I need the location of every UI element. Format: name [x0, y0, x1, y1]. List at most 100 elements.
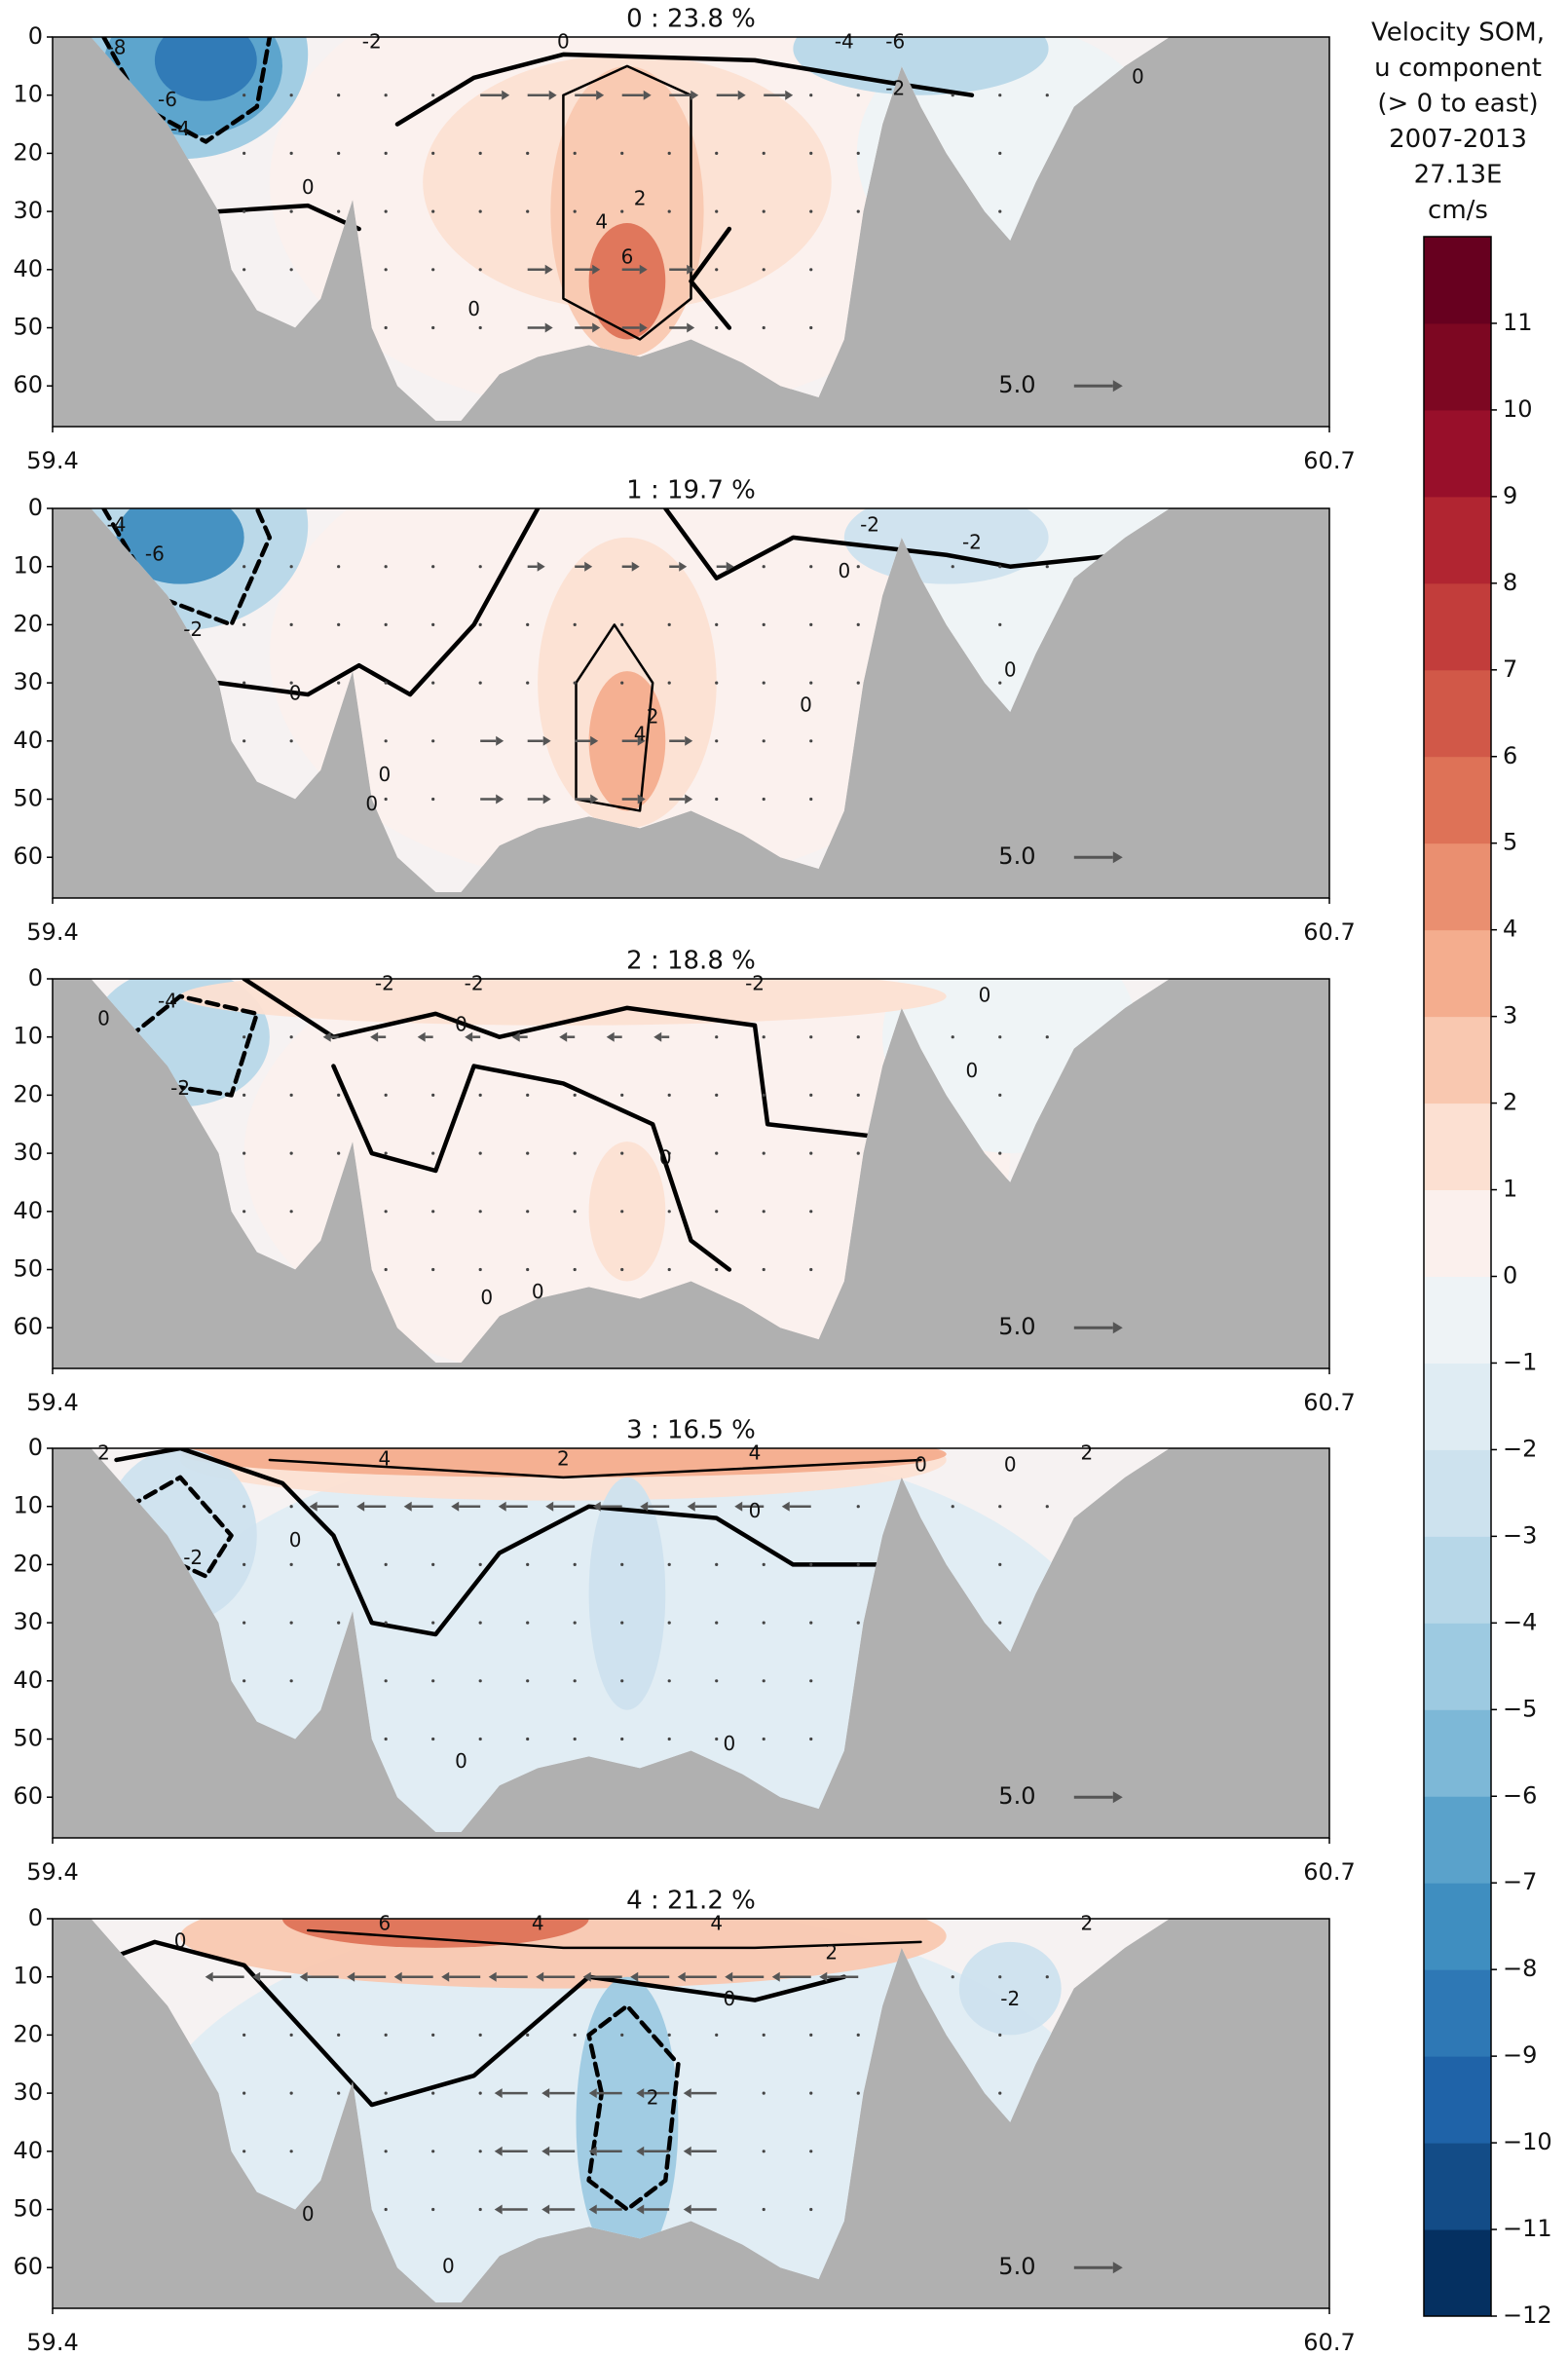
vector	[856, 565, 860, 569]
vector	[478, 209, 482, 213]
contour-label: -2	[745, 972, 765, 995]
vector	[478, 622, 482, 627]
vector	[337, 2091, 341, 2095]
vector-head	[403, 1501, 412, 1512]
vector	[573, 1267, 577, 1272]
vector	[289, 94, 293, 97]
y-tick-label: 50	[13, 785, 43, 812]
contour-label: 0	[659, 1146, 672, 1170]
vector	[667, 1151, 671, 1155]
vector-head	[683, 2146, 691, 2156]
contour-label: -2	[962, 530, 982, 553]
vector-head	[417, 1031, 426, 1042]
vector	[573, 622, 577, 627]
vector	[762, 1679, 765, 1683]
contour-line	[268, 1458, 922, 1479]
vector-head	[494, 2204, 503, 2215]
colorbar-title: cm/s	[1428, 196, 1488, 225]
vector-head	[637, 794, 646, 804]
contour-label: 6	[378, 1912, 391, 1935]
vector	[384, 739, 388, 743]
vector	[243, 681, 246, 685]
velocity-field	[793, 37, 1049, 95]
vector	[289, 1562, 293, 1567]
vector	[856, 681, 860, 685]
y-tick-label: 60	[13, 371, 43, 398]
vector	[667, 681, 671, 685]
colorbar-tick-label: −8	[1503, 1955, 1537, 1982]
vector	[384, 1679, 388, 1683]
vector-head	[541, 2146, 550, 2156]
vector	[573, 1562, 577, 1567]
vector	[573, 1737, 577, 1741]
vector	[526, 1679, 530, 1683]
vector	[478, 1621, 482, 1625]
vector-head	[511, 1031, 520, 1042]
vector	[431, 2150, 435, 2153]
vector	[384, 94, 388, 97]
vector	[337, 1562, 341, 1567]
contour-label: 2	[634, 187, 647, 210]
vector-head	[322, 1031, 331, 1042]
vector	[526, 151, 530, 156]
vector	[856, 1035, 860, 1039]
contour-label: 0	[1004, 1452, 1017, 1476]
vector-head	[636, 2146, 645, 2156]
vector	[243, 739, 246, 743]
vector	[856, 1151, 860, 1155]
vector	[715, 797, 719, 802]
vector	[431, 1093, 435, 1098]
vector	[762, 622, 765, 627]
vector	[384, 1562, 388, 1567]
vector	[715, 209, 719, 213]
vector	[715, 1151, 719, 1155]
contour-line	[242, 979, 873, 1139]
vector-head	[685, 735, 693, 746]
vector-head	[592, 322, 601, 333]
vector	[951, 565, 954, 569]
velocity-field	[550, 65, 704, 357]
x-tick-label: 60.7	[1303, 447, 1355, 474]
y-tick-label: 10	[13, 81, 43, 108]
x-tick-label: 60.7	[1303, 1389, 1355, 1416]
vector	[431, 1210, 435, 1214]
y-tick-label: 0	[28, 22, 43, 50]
vector	[762, 1093, 765, 1098]
contour-label: -2	[465, 972, 484, 995]
vector	[431, 268, 435, 272]
vector-head	[687, 264, 695, 275]
reference-arrow-label: 5.0	[998, 1782, 1035, 1810]
vector	[384, 1151, 388, 1155]
vector	[384, 681, 388, 685]
y-tick-label: 30	[13, 1608, 43, 1635]
colorbar-title: 27.13E	[1414, 161, 1503, 190]
y-tick-label: 0	[28, 1904, 43, 1931]
y-tick-label: 50	[13, 1255, 43, 1283]
plot-frame	[52, 1918, 1330, 2309]
vector	[951, 1505, 954, 1509]
x-tick-label: 59.4	[26, 918, 78, 946]
contour-label: -2	[362, 30, 382, 54]
vector	[998, 1151, 1002, 1155]
contour-line	[575, 623, 654, 812]
vector-head	[347, 1971, 355, 1982]
vector-head	[252, 1971, 261, 1982]
colorbar-segment	[1424, 842, 1491, 931]
colorbar-segment	[1424, 237, 1491, 324]
colorbar-tick-label: 1	[1503, 1176, 1517, 1203]
y-tick-label: 10	[13, 1023, 43, 1050]
panel-title: 0 : 23.8 %	[626, 5, 756, 34]
vector	[762, 2207, 765, 2212]
vector-head	[677, 1971, 686, 1982]
contour-label: 2	[647, 704, 659, 728]
reference-arrow-head	[1112, 1791, 1123, 1804]
contour-label: -6	[158, 88, 177, 111]
y-tick-label: 50	[13, 314, 43, 341]
contour-label: -8	[107, 35, 127, 58]
vector	[431, 2091, 435, 2095]
vector-head	[725, 1971, 733, 1982]
contour-label: 0	[1004, 658, 1017, 682]
contour-label: 2	[557, 1446, 570, 1470]
y-tick-label: 30	[13, 668, 43, 695]
vector	[1045, 1975, 1049, 1979]
